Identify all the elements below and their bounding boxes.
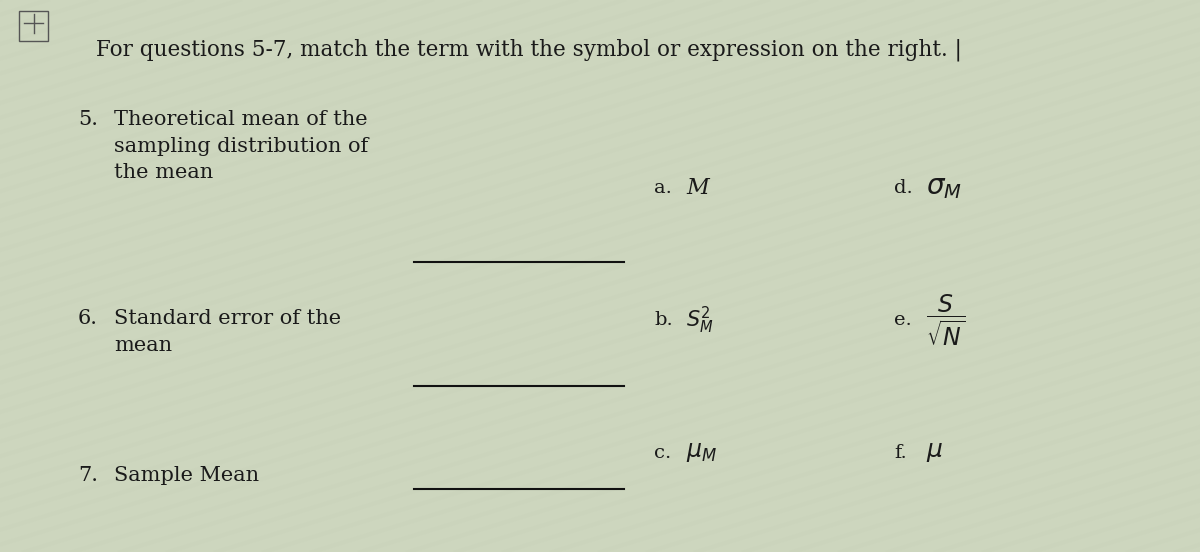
Text: $\dfrac{S}{\sqrt{N}}$: $\dfrac{S}{\sqrt{N}}$ <box>926 292 966 348</box>
Text: d.: d. <box>894 179 913 197</box>
Text: For questions 5-7, match the term with the symbol or expression on the right. |: For questions 5-7, match the term with t… <box>96 39 962 61</box>
Text: a.: a. <box>654 179 672 197</box>
Text: 6.: 6. <box>78 309 98 328</box>
Text: 7.: 7. <box>78 466 98 485</box>
Text: b.: b. <box>654 311 673 329</box>
Text: $S^2_M$: $S^2_M$ <box>686 305 714 336</box>
Text: c.: c. <box>654 444 671 461</box>
Text: $\mu_M$: $\mu_M$ <box>686 441 718 464</box>
Text: 5.: 5. <box>78 110 98 129</box>
Text: Sample Mean: Sample Mean <box>114 466 259 485</box>
Text: Standard error of the
mean: Standard error of the mean <box>114 309 341 354</box>
Text: Theoretical mean of the
sampling distribution of
the mean: Theoretical mean of the sampling distrib… <box>114 110 368 182</box>
Text: $\sigma_M$: $\sigma_M$ <box>926 174 962 201</box>
Text: e.: e. <box>894 311 912 329</box>
Text: M: M <box>686 177 709 199</box>
Text: $\mu$: $\mu$ <box>926 441 943 464</box>
Text: f.: f. <box>894 444 907 461</box>
